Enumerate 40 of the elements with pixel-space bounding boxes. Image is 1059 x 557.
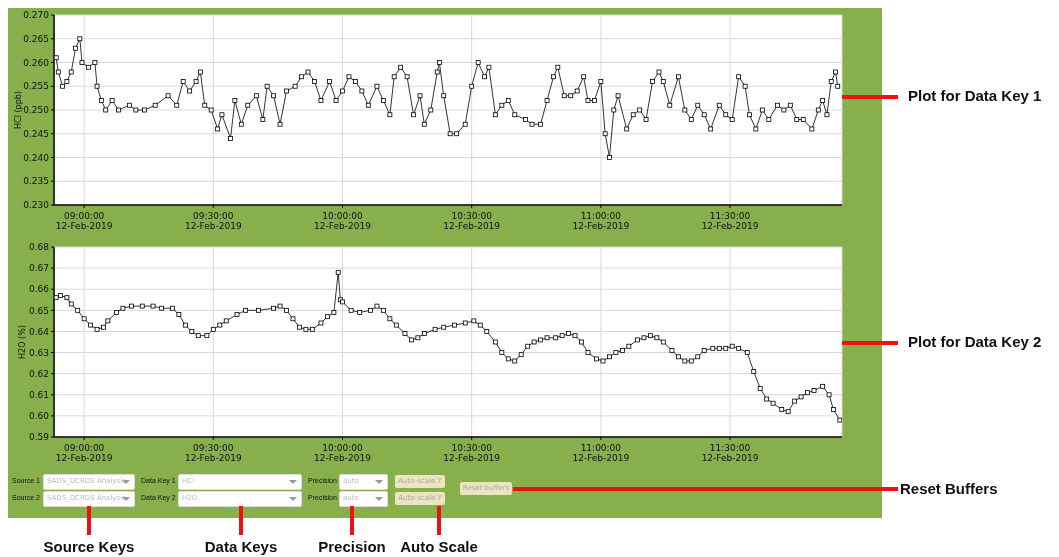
x-tick-label: 09:00:00 12-Feb-2019 (55, 211, 113, 231)
y-tick-label: 0.245 (23, 128, 49, 139)
text: Reset Buffers (900, 480, 998, 497)
y-tick-label: 0.67 (28, 263, 49, 274)
text: Plot for Data Key 2 (908, 333, 1042, 350)
x-tick-label: 11:30:00 12-Feb-2019 (701, 211, 759, 231)
y-tick-label: 0.63 (28, 347, 49, 358)
y-axis-title: H2O (%) (17, 325, 27, 359)
y-tick-label: 0.65 (28, 305, 49, 316)
y-tick-label: 0.260 (23, 57, 50, 68)
y-axis-title: HCl (ppb) (13, 91, 23, 129)
y-tick-label: 0.62 (28, 368, 49, 379)
text: Precision (318, 538, 386, 555)
y-tick-label: 0.265 (23, 33, 49, 44)
x-tick-label: 09:30:00 12-Feb-2019 (184, 211, 242, 231)
x-tick-label: 09:30:00 12-Feb-2019 (184, 443, 242, 463)
y-tick-label: 0.270 (23, 10, 50, 21)
x-tick-label: 11:30:00 12-Feb-2019 (701, 443, 759, 463)
y-tick-label: 0.255 (23, 81, 49, 92)
y-tick-label: 0.230 (23, 200, 50, 211)
y-tick-label: 0.250 (23, 105, 50, 116)
text: Plot for Data Key 1 (908, 87, 1042, 104)
x-tick-label: 10:30:00 12-Feb-2019 (443, 443, 501, 463)
y-tick-label: 0.64 (28, 326, 50, 337)
x-tick-label: 09:00:00 12-Feb-2019 (55, 443, 113, 463)
x-tick-label: 10:00:00 12-Feb-2019 (314, 211, 372, 231)
y-tick-label: 0.61 (28, 389, 49, 400)
y-tick-label: 0.66 (28, 284, 50, 295)
y-tick-label: 0.59 (28, 432, 50, 443)
y-tick-label: 0.60 (28, 411, 50, 422)
y-tick-label: 0.68 (28, 242, 50, 253)
source-note: Source Keys (42, 538, 136, 555)
x-tick-label: 11:00:00 12-Feb-2019 (572, 443, 630, 463)
y-tick-label: 0.240 (23, 152, 50, 163)
x-tick-label: 10:30:00 12-Feb-2019 (443, 211, 501, 231)
text: Data Keys (203, 538, 279, 555)
y-tick-label: 0.235 (23, 176, 49, 187)
x-tick-label: 11:00:00 12-Feb-2019 (572, 211, 630, 231)
text: Auto Scale (400, 538, 478, 555)
x-tick-label: 10:00:00 12-Feb-2019 (314, 443, 372, 463)
